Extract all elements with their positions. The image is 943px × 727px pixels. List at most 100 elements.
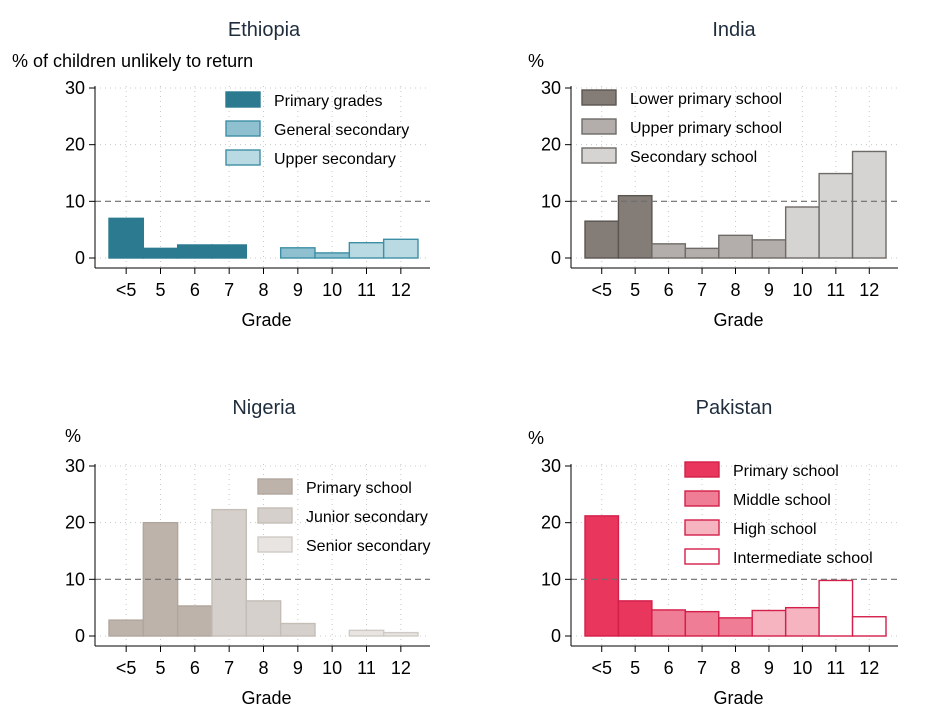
bar-upper-primary-school-9 (751, 239, 787, 259)
y-tick-label: 10 (541, 569, 561, 589)
legend-swatch (257, 478, 293, 495)
bar-primary-grades-5 (142, 247, 179, 259)
legend-label: High school (733, 521, 817, 538)
y-tick-label: 20 (541, 135, 561, 155)
chart-panel-ethiopia: Ethiopia % of children unlikely to return… (12, 19, 430, 330)
y-tick-label: 20 (65, 135, 85, 155)
bar-upper-primary-school-6 (651, 243, 687, 259)
bar-primary-grades-6 (176, 244, 213, 259)
bar-upper-primary-school-8 (718, 234, 753, 259)
x-tick-label: 5 (155, 658, 165, 678)
bar-senior-secondary-12 (382, 631, 419, 637)
x-tick-label: 12 (859, 280, 879, 300)
legend-swatch (225, 91, 261, 108)
bar-middle-school-8 (718, 617, 753, 637)
x-tick-label: 10 (322, 658, 342, 678)
legend: Lower primary school Upper primary school… (581, 89, 782, 166)
legend-swatch (225, 120, 261, 137)
y-tick-label: 10 (65, 569, 85, 589)
legend: Primary school Junior secondary Senior sec… (257, 478, 431, 555)
legend-swatch (581, 118, 617, 135)
y-axis-label: % (528, 51, 544, 71)
bar-junior-secondary-7 (211, 508, 248, 637)
x-tick-label: 9 (293, 658, 303, 678)
x-tick-label: <5 (116, 658, 137, 678)
legend-swatch (581, 147, 617, 164)
legend-label: Secondary school (630, 149, 757, 166)
bar-senior-secondary-11 (348, 629, 385, 637)
y-tick-label: 20 (65, 513, 85, 533)
bar-secondary-school-12 (851, 150, 887, 259)
legend-label: Primary grades (274, 93, 382, 110)
x-tick-label: 7 (697, 280, 707, 300)
x-tick-label: 5 (630, 658, 640, 678)
y-tick-label: 0 (551, 248, 561, 268)
bar-upper-secondary-12 (382, 238, 419, 259)
bar-primary-school-5 (617, 600, 653, 637)
bar-primary-school-lt5 (108, 619, 145, 637)
x-tick-label: 11 (826, 658, 845, 678)
bar-middle-school-7 (684, 610, 720, 637)
legend-label: Upper primary school (630, 120, 782, 137)
y-tick-label: 30 (541, 78, 561, 98)
bar-upper-primary-school-7 (684, 247, 720, 259)
legend-swatch (684, 548, 720, 565)
legend-swatch (257, 536, 293, 553)
x-tick-label: 8 (730, 280, 740, 300)
legend-swatch (684, 461, 720, 478)
x-tick-label: 10 (322, 280, 342, 300)
x-tick-label: 12 (859, 658, 879, 678)
x-tick-label: 12 (391, 658, 411, 678)
chart-title: Pakistan (696, 397, 773, 419)
legend: Primary grades General secondary Upper sec… (225, 91, 409, 168)
x-tick-label: 10 (792, 280, 812, 300)
y-tick-label: 10 (541, 191, 561, 211)
bar-high-school-10 (784, 606, 820, 637)
legend-label: Intermediate school (733, 550, 873, 567)
x-tick-label: <5 (116, 280, 137, 300)
x-tick-label: 12 (391, 280, 411, 300)
legend-label: Lower primary school (630, 91, 782, 108)
x-tick-label: 6 (664, 280, 674, 300)
bar-secondary-school-10 (784, 206, 820, 259)
bar-lower-primary-school-5 (617, 194, 653, 259)
y-tick-label: 10 (65, 191, 85, 211)
y-tick-label: 30 (65, 78, 85, 98)
bar-primary-school-6 (176, 605, 213, 637)
x-tick-label: 9 (764, 658, 774, 678)
x-axis-label: Grade (713, 688, 763, 708)
legend-swatch (581, 89, 617, 106)
legend-label: Upper secondary (274, 151, 396, 168)
x-tick-label: 8 (730, 658, 740, 678)
y-axis-label: % (65, 426, 81, 446)
x-tick-label: 8 (258, 280, 268, 300)
bar-primary-school-lt5 (584, 515, 620, 637)
x-tick-label: 6 (664, 658, 674, 678)
chart-panel-pakistan: Pakistan% 0 10 20 30 <5 5 6 7 8 9 10 11 12 Grade Primar… (528, 397, 898, 708)
x-tick-label: 5 (155, 280, 165, 300)
x-axis-label: Grade (241, 688, 291, 708)
bar-general-secondary-9 (279, 247, 316, 259)
bar-junior-secondary-8 (245, 600, 282, 637)
chart-title: Nigeria (232, 397, 296, 419)
y-axis-label: % of children unlikely to return (12, 51, 253, 71)
y-tick-label: 30 (65, 456, 85, 476)
x-tick-label: 10 (792, 658, 812, 678)
legend-swatch (225, 149, 261, 166)
chart-panel-india: India% 0 10 20 30 <5 5 6 7 8 9 10 11 12 Grade Lower pri… (528, 19, 898, 330)
legend-label: Primary school (733, 463, 839, 480)
bar-middle-school-6 (651, 609, 687, 637)
legend-swatch (684, 519, 720, 536)
y-tick-label: 0 (75, 248, 85, 268)
bar-intermediate-school-12 (851, 616, 887, 637)
bar-lower-primary-school-lt5 (584, 220, 620, 259)
bar-primary-grades-lt5 (108, 217, 145, 259)
x-axis-label: Grade (713, 310, 763, 330)
x-tick-label: 11 (357, 280, 376, 300)
x-tick-label: 6 (190, 658, 200, 678)
x-tick-label: 7 (224, 658, 234, 678)
x-tick-label: 7 (697, 658, 707, 678)
legend-label: Primary school (306, 480, 412, 497)
x-tick-label: 11 (826, 280, 845, 300)
